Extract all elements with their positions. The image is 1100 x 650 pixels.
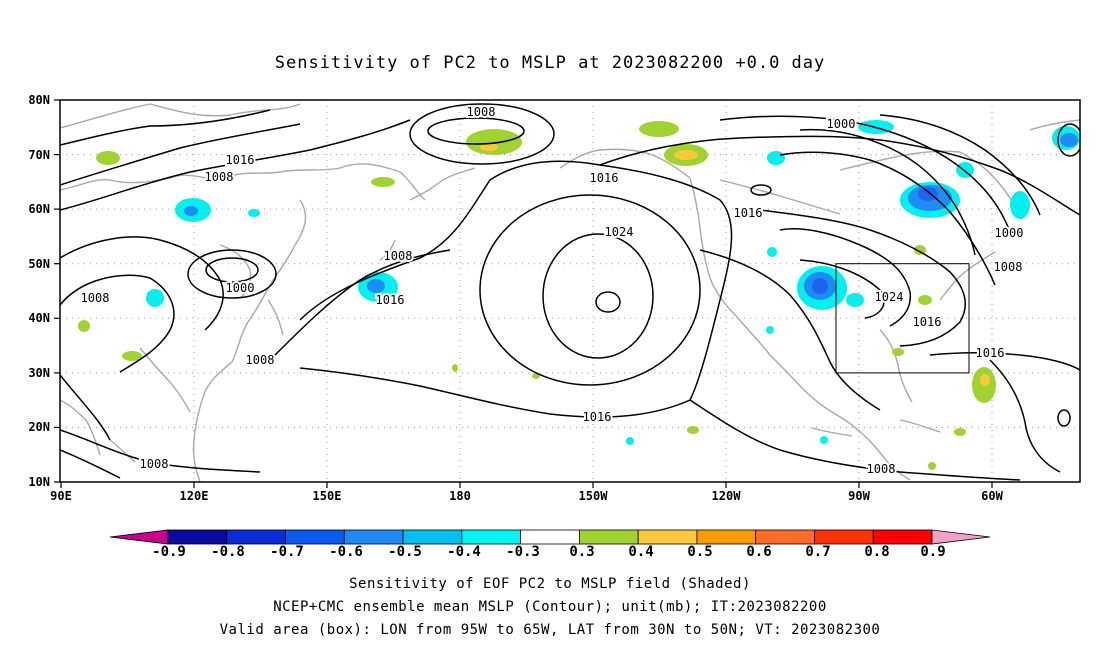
colorbar-swatch [931,529,991,545]
lon-tick-label: 120E [180,489,209,503]
colorbar-labels: -0.9 -0.8 -0.7 -0.6 -0.5 -0.4 -0.3 0.3 0… [152,544,946,560]
contour-label: 1024 [875,290,904,304]
lat-tick-label: 60N [28,202,50,216]
colorbar-label: -0.7 [270,544,304,560]
colorbar-label: -0.9 [152,544,186,560]
colorbar-swatch [814,529,874,545]
contour-label: 1024 [605,225,634,239]
lat-tick-label: 50N [28,257,50,271]
colorbar-swatch [755,529,815,545]
contour-labels: 1008 1000 1016 1008 1016 1024 1008 1016 … [79,103,1026,478]
contour-label: 1008 [246,353,275,367]
caption-line-1: Sensitivity of EOF PC2 to MSLP field (Sh… [349,576,751,592]
colorbar-label: -0.8 [211,544,245,560]
contour-label: 1000 [827,117,856,131]
colorbar-swatch [578,529,639,545]
colorbar-label: 0.8 [864,544,889,560]
contour-label: 1016 [913,315,942,329]
lon-tick-label: 90W [848,489,870,503]
colorbar-label: -0.3 [506,544,540,560]
colorbar-label: -0.5 [388,544,422,560]
lon-tick-label: 60W [981,489,1003,503]
lon-tick-label: 150E [313,489,342,503]
contour-label: 1016 [226,153,255,167]
contour-label: 1016 [590,171,619,185]
colorbar [109,529,991,545]
sensitivity-shading [78,120,1080,470]
colorbar-swatch [343,529,404,545]
colorbar-label: 0.5 [687,544,712,560]
colorbar-label: -0.4 [447,544,481,560]
tick-marks [54,99,993,488]
colorbar-swatch [226,529,286,545]
colorbar-swatch [637,529,698,545]
contour-label: 1008 [467,105,496,119]
colorbar-swatch [461,529,522,545]
colorbar-swatch [109,529,169,545]
lat-tick-label: 10N [28,475,50,489]
lat-tick-label: 70N [28,148,50,162]
colorbar-label: 0.7 [805,544,830,560]
colorbar-swatch [402,529,463,545]
contour-label: 1008 [867,462,896,476]
colorbar-swatch [285,529,345,545]
contour-label: 1000 [995,226,1024,240]
contour-label: 1008 [140,457,169,471]
map-title: Sensitivity of PC2 to MSLP at 2023082200… [275,53,826,73]
colorbar-label: 0.9 [920,544,945,560]
lat-axis-labels: 80N 70N 60N 50N 40N 30N 20N 10N [28,93,50,489]
lon-axis-labels: 90E 120E 150E 180 150W 120W 90W 60W [50,489,1003,503]
lat-tick-label: 20N [28,420,50,434]
lon-gridlines [193,100,993,482]
mslp-contours [60,103,1080,481]
colorbar-swatch [520,529,580,545]
contour-label: 1016 [734,206,763,220]
map-panel: 1008 1000 1016 1008 1016 1024 1008 1016 … [28,93,1081,503]
contour-label: 1008 [205,170,234,184]
lon-tick-label: 90E [50,489,72,503]
contour-label: 1016 [583,410,612,424]
lon-tick-label: 180 [449,489,471,503]
contour-label: 1000 [226,281,255,295]
lat-tick-label: 30N [28,366,50,380]
lon-tick-label: 150W [579,489,609,503]
caption-line-3: Valid area (box): LON from 95W to 65W, L… [220,622,881,638]
map-frame [59,99,1081,483]
colorbar-swatch [167,529,228,545]
contour-label: 1016 [376,293,405,307]
colorbar-label: 0.6 [746,544,771,560]
contour-label: 1008 [81,291,110,305]
lat-gridlines [60,154,1080,428]
lon-tick-label: 120W [712,489,742,503]
contour-label: 1008 [384,249,413,263]
colorbar-label: 0.4 [628,544,653,560]
caption-line-2: NCEP+CMC ensemble mean MSLP (Contour); u… [273,599,827,615]
colorbar-label: 0.3 [569,544,594,560]
valid-area-box [835,263,970,374]
lat-tick-label: 40N [28,311,50,325]
lat-tick-label: 80N [28,93,50,107]
contour-label: 1008 [994,260,1023,274]
coastlines [60,103,1080,482]
contour-label: 1016 [976,346,1005,360]
colorbar-label: -0.6 [329,544,363,560]
colorbar-swatch [696,529,757,545]
colorbar-swatch [872,529,933,545]
